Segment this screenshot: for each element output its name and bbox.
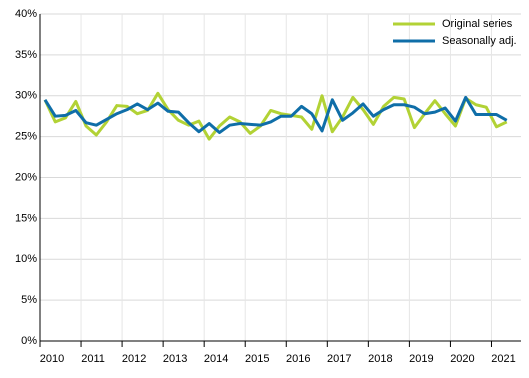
x-tick-label: 2020	[450, 353, 474, 365]
x-tick-label: 2016	[286, 353, 310, 365]
y-tick-label: 40%	[15, 8, 37, 20]
y-tick-label: 15%	[15, 212, 37, 224]
y-tick-label: 35%	[15, 49, 37, 61]
x-tick-label: 2015	[245, 353, 269, 365]
x-tick-label: 2018	[368, 353, 392, 365]
x-tick-label: 2021	[491, 353, 515, 365]
x-tick-label: 2013	[163, 353, 187, 365]
series-line	[43, 95, 508, 135]
x-tick-label: 2011	[81, 353, 105, 365]
legend-label: Original series	[442, 18, 513, 30]
x-tick-label: 2012	[122, 353, 146, 365]
series-line	[43, 91, 508, 141]
y-tick-label: 20%	[15, 171, 37, 183]
x-tick-label: 2014	[204, 353, 228, 365]
x-tick-label: 2019	[409, 353, 433, 365]
legend-label: Seasonally adj.	[442, 35, 517, 47]
y-tick-label: 25%	[15, 131, 37, 143]
y-tick-label: 30%	[15, 90, 37, 102]
y-tick-label: 10%	[15, 253, 37, 265]
x-tick-label: 2010	[40, 353, 64, 365]
y-tick-label: 0%	[21, 335, 37, 347]
x-tick-label: 2017	[327, 353, 351, 365]
y-tick-label: 5%	[21, 294, 37, 306]
